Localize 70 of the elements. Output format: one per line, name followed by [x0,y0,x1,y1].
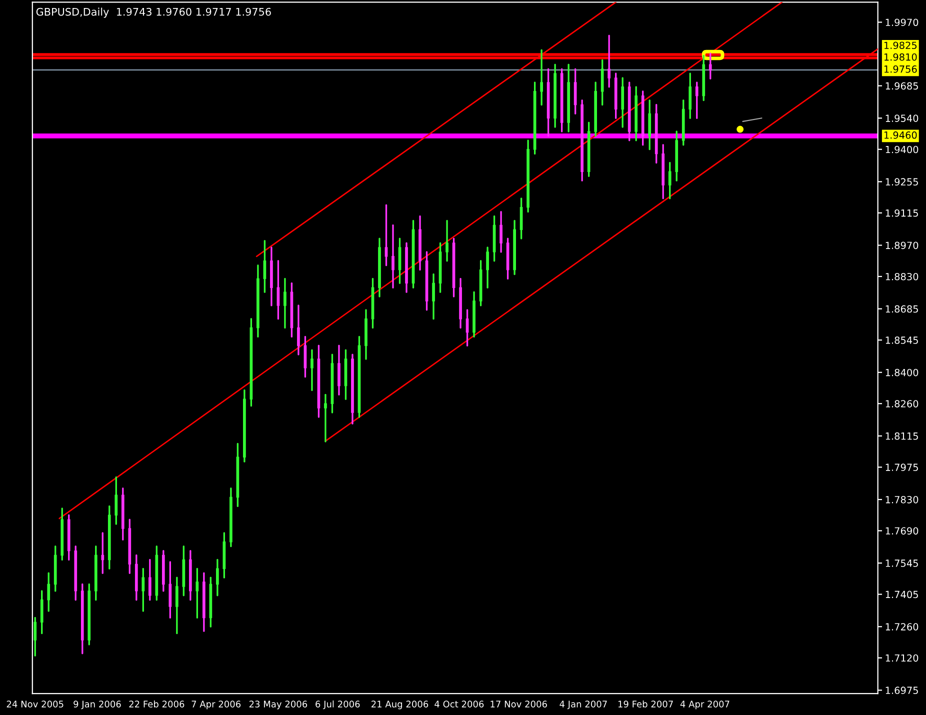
candlestick [695,82,698,119]
x-tick-label: 21 Aug 2006 [372,700,428,710]
y-tick-label: 1.8115 [886,432,918,440]
y-tick-label: 1.7975 [886,464,918,472]
candlestick [101,532,104,574]
candlestick [34,616,37,656]
y-tick-label: 1.8830 [886,272,918,280]
candlestick [47,572,50,612]
x-tick-label: 23 May 2006 [249,700,308,710]
candlestick [216,558,219,596]
y-tick-label: 1.8545 [886,336,918,344]
x-tick-label: 7 Apr 2006 [192,700,241,710]
candlestick [540,49,543,106]
candlestick [284,278,286,329]
candlestick [196,568,199,619]
candlestick [142,568,145,612]
candlestick [114,476,118,525]
ref-line-label: 1.9810 [884,53,917,61]
y-tick-label: 1.7260 [886,623,918,630]
candlestick [297,304,300,356]
x-tick-label: 9 Jan 2006 [74,700,121,710]
y-tick-label: 1.7120 [886,654,918,662]
candlestick [500,210,502,253]
y-tick-label: 1.8970 [886,242,918,250]
candlestick [708,52,712,80]
y-tick-label: 1.8400 [886,368,918,376]
candlestick [600,59,604,106]
candlestick [168,561,172,619]
candlestick [432,273,435,320]
x-tick-label: 6 Jul 2006 [316,700,360,710]
y-tick-label: 1.7545 [886,560,918,567]
x-tick-label: 19 Feb 2007 [618,700,673,708]
ref-line-label: 1.9460 [884,131,917,139]
candlestick [608,34,611,88]
candlestick [688,72,692,119]
y-tick-label: 1.6975 [886,686,918,694]
candlestick [40,590,44,634]
y-tick-label: 1.9685 [886,82,918,90]
candlestick [384,204,388,266]
candlestick [446,220,448,262]
ref-line-label: 1.9825 [884,42,917,50]
y-tick-label: 1.7830 [886,496,918,504]
x-tick-label: 22 Feb 2006 [129,700,184,708]
candlestick [668,162,672,200]
x-tick-label: 4 Oct 2006 [434,700,484,708]
ref-line-label: 1.9756 [884,65,917,73]
x-tick-label: 4 Apr 2007 [680,700,730,710]
y-tick-label: 1.8260 [886,400,918,408]
text: GBPUSD,Daily 1.9743 1.9760 1.9717 1.9756 [36,8,271,18]
candlestick [486,246,489,288]
candlestick [175,576,178,634]
y-tick-label: 1.9400 [886,146,918,154]
y-tick-label: 1.9540 [886,114,918,122]
candlestick [574,68,577,114]
x-tick-label: 24 Nov 2005 [6,700,64,708]
y-tick-label: 1.7690 [886,527,918,535]
candlestick [148,558,152,601]
y-tick-label: 1.8685 [886,305,918,313]
y-tick-label: 1.7405 [886,590,918,598]
candlestick [392,224,394,288]
candlestick [338,344,340,396]
candlestick [324,394,327,442]
candlestick [621,77,624,128]
x-tick-label: 4 Jan 2007 [560,700,607,710]
x-tick-label: 17 Nov 2006 [490,700,547,708]
y-tick-label: 1.9970 [886,18,918,26]
y-tick-label: 1.9115 [886,209,918,217]
candlestick [648,99,652,150]
y-tick-label: 1.9255 [886,178,918,186]
candlestick [310,349,314,392]
